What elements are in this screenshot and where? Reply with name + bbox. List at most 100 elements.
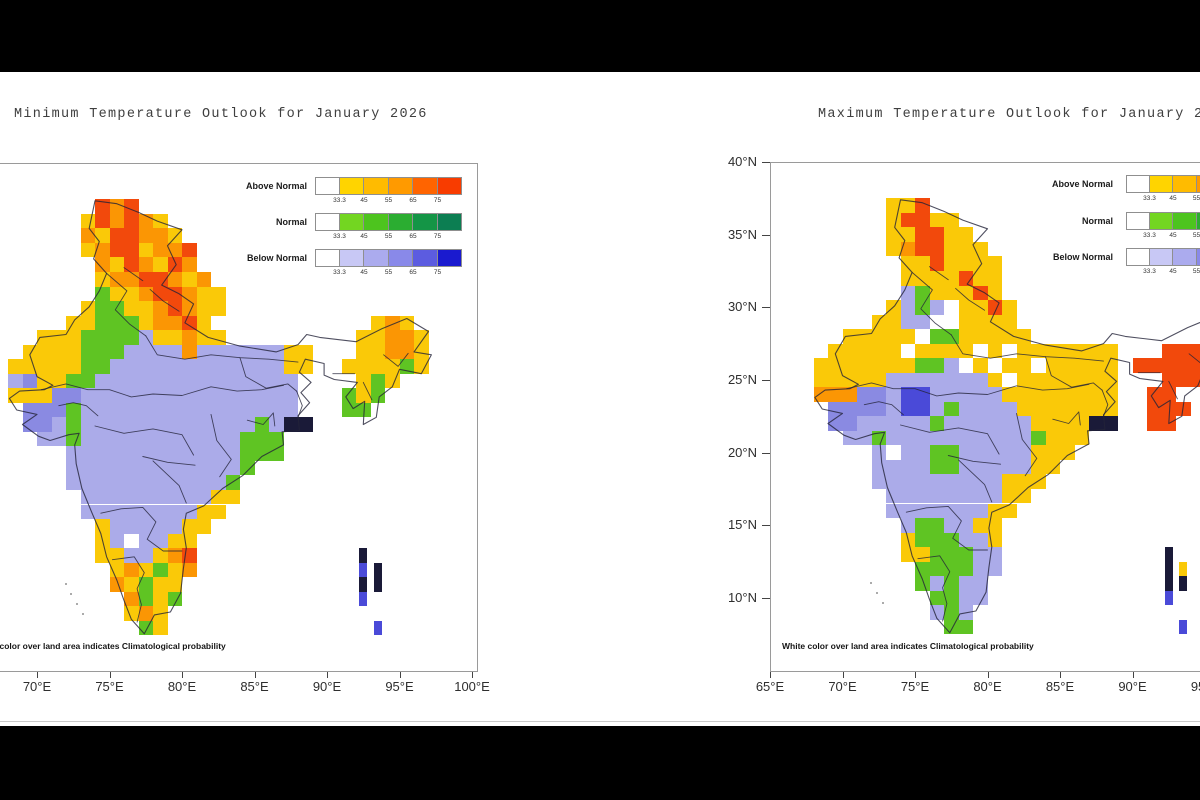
- map-grid-cell: [167, 315, 183, 331]
- legend-tick-label: 65: [409, 232, 417, 240]
- map-grid-cell: [109, 199, 125, 214]
- map-grid-cell: [211, 402, 226, 418]
- map-grid-cell: [109, 489, 125, 505]
- map-grid-cell: [283, 388, 299, 403]
- map-grid-cell: [915, 576, 930, 591]
- map-grid-cell: [385, 373, 400, 389]
- map-grid-cell: [1074, 343, 1090, 359]
- map-grid-cell: [124, 373, 139, 389]
- map-grid-cell: [944, 256, 959, 271]
- map-grid-cell: [1161, 401, 1177, 417]
- map-grid-cell: [857, 358, 872, 373]
- map-grid-cell: [929, 271, 945, 286]
- map-grid-cell: [211, 286, 226, 302]
- y-tick-mark: [762, 452, 770, 454]
- map-grid-cell: [80, 228, 96, 243]
- legend-tick-label: 33.3: [1143, 194, 1156, 202]
- legend-color-cell: [315, 249, 340, 267]
- map-grid-cell: [399, 315, 415, 331]
- map-grid-cell: [900, 372, 916, 388]
- min-temp-map-title: Minimum Temperature Outlook for January …: [14, 107, 428, 122]
- map-grid-cell: [225, 460, 241, 476]
- map-grid-cell: [153, 533, 168, 549]
- legend-tick-label: 33.3: [1143, 231, 1156, 239]
- legend-color-cell: [1126, 248, 1150, 266]
- map-grid-cell: [182, 446, 197, 461]
- map-grid-cell: [944, 547, 959, 562]
- x-tick-mark: [472, 672, 473, 678]
- legend-color-cell: [315, 177, 340, 195]
- legend-color-cell: [315, 213, 340, 231]
- map-grid-cell: [109, 388, 125, 403]
- map-grid-cell: [211, 475, 226, 490]
- map-grid-cell: [269, 431, 284, 447]
- map-grid-cell: [842, 430, 858, 446]
- map-grid-cell: [813, 372, 829, 388]
- map-grid-cell: [95, 359, 110, 374]
- map-grid-cell: [871, 474, 887, 489]
- map-grid-cell: [196, 344, 212, 360]
- map-grid-cell: [196, 301, 212, 316]
- map-grid-cell: [857, 387, 872, 402]
- map-grid-cell: [900, 241, 916, 257]
- map-grid-cell: [124, 417, 139, 432]
- x-tick-mark: [1132, 672, 1134, 678]
- map-grid-cell: [109, 548, 125, 563]
- map-grid-cell: [356, 359, 371, 374]
- map-grid-cell: [211, 301, 226, 316]
- map-grid-cell: [95, 199, 110, 214]
- map-grid-cell: [95, 504, 110, 520]
- map-grid-cell: [944, 532, 959, 548]
- map-grid-cell: [1016, 358, 1032, 373]
- map-grid-cell: [109, 228, 125, 243]
- map-grid-cell: [109, 242, 125, 258]
- map-grid-cell: [987, 285, 1003, 301]
- map-grid-cell: [987, 401, 1003, 417]
- map-grid-cell: [109, 272, 125, 287]
- map-grid-cell: [886, 503, 901, 519]
- map-grid-cell: [900, 387, 916, 402]
- map-grid-cell: [22, 359, 38, 374]
- map-grid-cell: [944, 343, 959, 359]
- map-grid-cell: [900, 198, 916, 213]
- map-grid-cell: [871, 358, 887, 373]
- map-grid-cell: [1031, 387, 1046, 402]
- map-grid-cell: [167, 533, 183, 549]
- map-grid-cell: [269, 388, 284, 403]
- map-grid-cell: [900, 212, 916, 228]
- map-grid-cell: [871, 314, 887, 330]
- map-grid-cell: [973, 459, 988, 475]
- map-grid-cell: [80, 460, 96, 476]
- map-grid-cell: [958, 576, 974, 591]
- map-grid-cell: [944, 619, 959, 635]
- map-grid-cell: [1176, 372, 1191, 388]
- legend-tick-label: 55: [1192, 267, 1200, 275]
- map-grid-cell: [1031, 474, 1046, 489]
- map-grid-cell: [915, 561, 930, 577]
- map-grid-cell: [900, 314, 916, 330]
- map-grid-cell: [1179, 619, 1187, 635]
- map-grid-cell: [929, 605, 945, 620]
- map-grid-cell: [95, 315, 110, 331]
- map-grid-cell: [37, 330, 52, 345]
- map-grid-cell: [80, 489, 96, 505]
- map-grid-cell: [8, 388, 23, 403]
- map-grid-cell: [66, 344, 81, 360]
- map-grid-cell: [1002, 430, 1017, 446]
- map-grid-cell: [1045, 430, 1061, 446]
- map-grid-cell: [196, 489, 212, 505]
- map-grid-cell: [1074, 401, 1090, 417]
- map-grid-cell: [167, 489, 183, 505]
- map-grid-cell: [138, 272, 154, 287]
- y-tick-mark: [762, 379, 770, 381]
- map-grid-cell: [842, 329, 858, 344]
- map-grid-cell: [900, 256, 916, 271]
- map-grid-cell: [153, 548, 168, 563]
- map-grid-cell: [929, 445, 945, 460]
- legend-color-cell: [436, 213, 462, 231]
- map-grid-cell: [211, 388, 226, 403]
- map-grid-cell: [124, 431, 139, 447]
- map-grid-cell: [987, 474, 1003, 489]
- map-grid-cell: [254, 344, 270, 360]
- map-grid-cell: [915, 518, 930, 533]
